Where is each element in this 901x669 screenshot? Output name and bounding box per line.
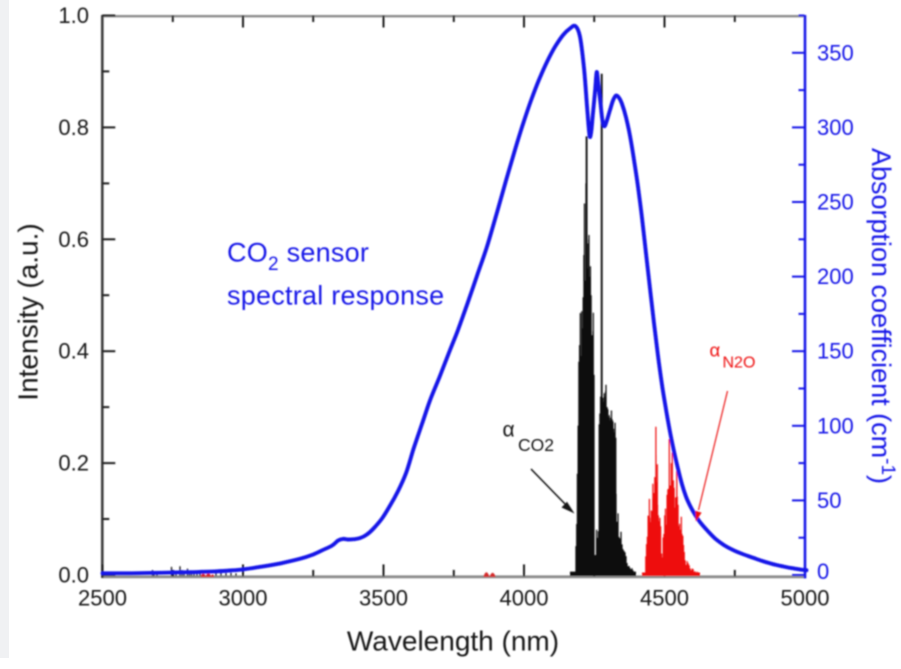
svg-text:Absorption coefficient (cm-1): Absorption coefficient (cm-1): [866, 148, 899, 484]
svg-text:0.0: 0.0: [58, 563, 89, 588]
svg-text:Intensity (a.u.): Intensity (a.u.): [13, 223, 44, 400]
svg-text:4500: 4500: [640, 586, 689, 611]
svg-text:300: 300: [817, 115, 854, 140]
svg-text:50: 50: [817, 488, 841, 513]
svg-text:0.2: 0.2: [58, 451, 89, 476]
svg-text:150: 150: [817, 339, 854, 364]
svg-text:250: 250: [817, 190, 854, 215]
svg-text:3000: 3000: [219, 586, 268, 611]
svg-text:0.4: 0.4: [58, 339, 89, 364]
svg-text:CO2: CO2: [518, 435, 554, 455]
svg-text:Wavelength (nm): Wavelength (nm): [347, 626, 559, 657]
svg-text:4000: 4000: [500, 586, 549, 611]
svg-text:3500: 3500: [359, 586, 408, 611]
svg-text:5000: 5000: [781, 586, 830, 611]
svg-text:200: 200: [817, 264, 854, 289]
svg-text:0.6: 0.6: [58, 227, 89, 252]
svg-text:0.8: 0.8: [58, 115, 89, 140]
svg-text:0: 0: [817, 559, 829, 584]
svg-text:1.0: 1.0: [58, 3, 89, 28]
svg-text:spectral response: spectral response: [227, 281, 444, 311]
svg-text:100: 100: [817, 413, 854, 438]
svg-text:α: α: [710, 340, 721, 361]
svg-text:N2O: N2O: [723, 355, 756, 372]
svg-text:2500: 2500: [78, 586, 127, 611]
svg-text:α: α: [503, 419, 515, 442]
svg-text:350: 350: [817, 40, 854, 65]
